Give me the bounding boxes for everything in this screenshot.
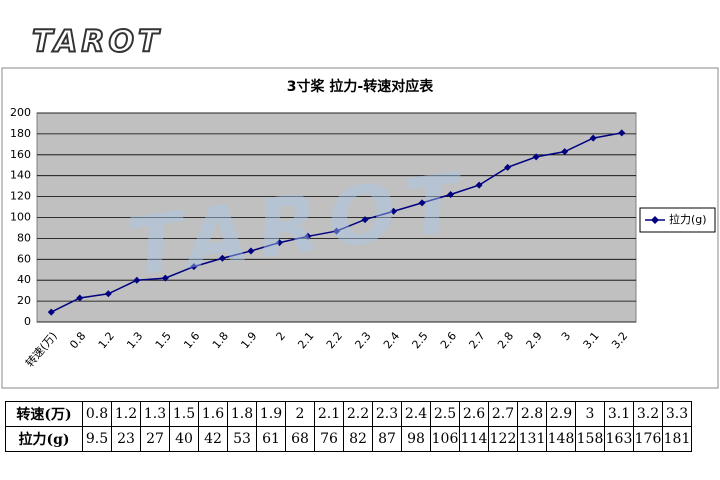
point [104, 290, 112, 298]
table-cell: 3.1 [604, 401, 634, 427]
table-cell: 23 [111, 426, 141, 452]
point [190, 263, 198, 271]
point [561, 148, 569, 156]
point [618, 129, 626, 137]
table-cell: 2.1 [314, 401, 344, 427]
table-cell: 87 [372, 426, 402, 452]
table-cell: 3.2 [633, 401, 663, 427]
table-cell: 1.9 [256, 401, 286, 427]
table-cell: 2.2 [343, 401, 373, 427]
row-header: 转速(万) [5, 401, 83, 427]
table-cell: 27 [140, 426, 170, 452]
y-tick-label: 160 [10, 148, 31, 161]
point [532, 153, 540, 161]
y-tick-label: 0 [24, 315, 31, 328]
point [47, 308, 55, 316]
table-cell: 2.8 [517, 401, 547, 427]
legend-label: 拉力(g) [669, 212, 707, 226]
y-tick-label: 120 [10, 190, 31, 203]
table-cell: 2.7 [488, 401, 518, 427]
table-cell: 2.5 [430, 401, 460, 427]
y-tick-label: 180 [10, 127, 31, 140]
table-cell: 2.3 [372, 401, 402, 427]
y-tick-label: 80 [17, 231, 31, 244]
table-cell: 3.3 [662, 401, 692, 427]
row-header: 拉力(g) [5, 426, 83, 452]
point [304, 232, 312, 240]
table-cell: 1.3 [140, 401, 170, 427]
table-cell: 1.8 [227, 401, 257, 427]
chart-title: 3寸桨 拉力-转速对应表 [287, 78, 434, 95]
table-cell: 40 [169, 426, 199, 452]
table-cell: 158 [575, 426, 605, 452]
table-cell: 2 [285, 401, 315, 427]
table-cell: 98 [401, 426, 431, 452]
y-tick-label: 100 [10, 211, 31, 224]
table-cell: 163 [604, 426, 634, 452]
table-cell: 82 [343, 426, 373, 452]
table-cell: 61 [256, 426, 286, 452]
point [390, 207, 398, 215]
table-cell: 176 [633, 426, 663, 452]
table-cell: 106 [430, 426, 460, 452]
table-cell: 181 [662, 426, 692, 452]
table-cell: 122 [488, 426, 518, 452]
point [275, 239, 283, 247]
legend-marker [651, 216, 659, 224]
point [504, 163, 512, 171]
point [333, 227, 340, 235]
y-tick-label: 40 [17, 273, 31, 286]
point [447, 191, 455, 199]
y-tick-label: 60 [17, 252, 31, 265]
y-tick-label: 200 [10, 106, 31, 119]
table-cell: 1.6 [198, 401, 228, 427]
table-cell: 2.9 [546, 401, 576, 427]
point [133, 276, 141, 284]
point [76, 294, 84, 302]
table-row: 拉力(g) 9.5 23 27 40 42 53 61 68 76 82 87 98 106 114 122 1… [5, 426, 692, 452]
table-cell: 0.8 [82, 401, 112, 427]
point [247, 247, 255, 255]
table-row: 转速(万) 0.8 1.2 1.3 1.5 1.6 1.8 1.9 2 2.1 2.2 2.3 2.4 2… [5, 401, 692, 427]
table-cell: 76 [314, 426, 344, 452]
chart: TAROT 3寸桨 拉力-转速对应表 0 20 40 60 80 100 120 140 160… [1, 24, 719, 389]
table-cell: 131 [517, 426, 547, 452]
logo: TAROT [32, 25, 162, 60]
point [218, 254, 226, 262]
table-cell: 148 [546, 426, 576, 452]
table-cell: 68 [285, 426, 315, 452]
data-table: 转速(万) 0.8 1.2 1.3 1.5 1.6 1.8 1.9 2 2.1 2.2 2.3 2.4 2… [5, 401, 692, 452]
point [589, 134, 597, 142]
table-cell: 1.5 [169, 401, 199, 427]
table-cell: 2.4 [401, 401, 431, 427]
y-tick-label: 140 [10, 169, 31, 182]
table-cell: 3 [575, 401, 605, 427]
point [418, 199, 426, 207]
table-cell: 53 [227, 426, 257, 452]
table-cell: 2.6 [459, 401, 489, 427]
table-cell: 114 [459, 426, 489, 452]
point [161, 274, 169, 282]
table-cell: 1.2 [111, 401, 141, 427]
point [475, 181, 483, 189]
table-cell: 9.5 [82, 426, 112, 452]
table-cell: 42 [198, 426, 228, 452]
point [361, 216, 369, 224]
y-tick-label: 20 [17, 294, 31, 307]
